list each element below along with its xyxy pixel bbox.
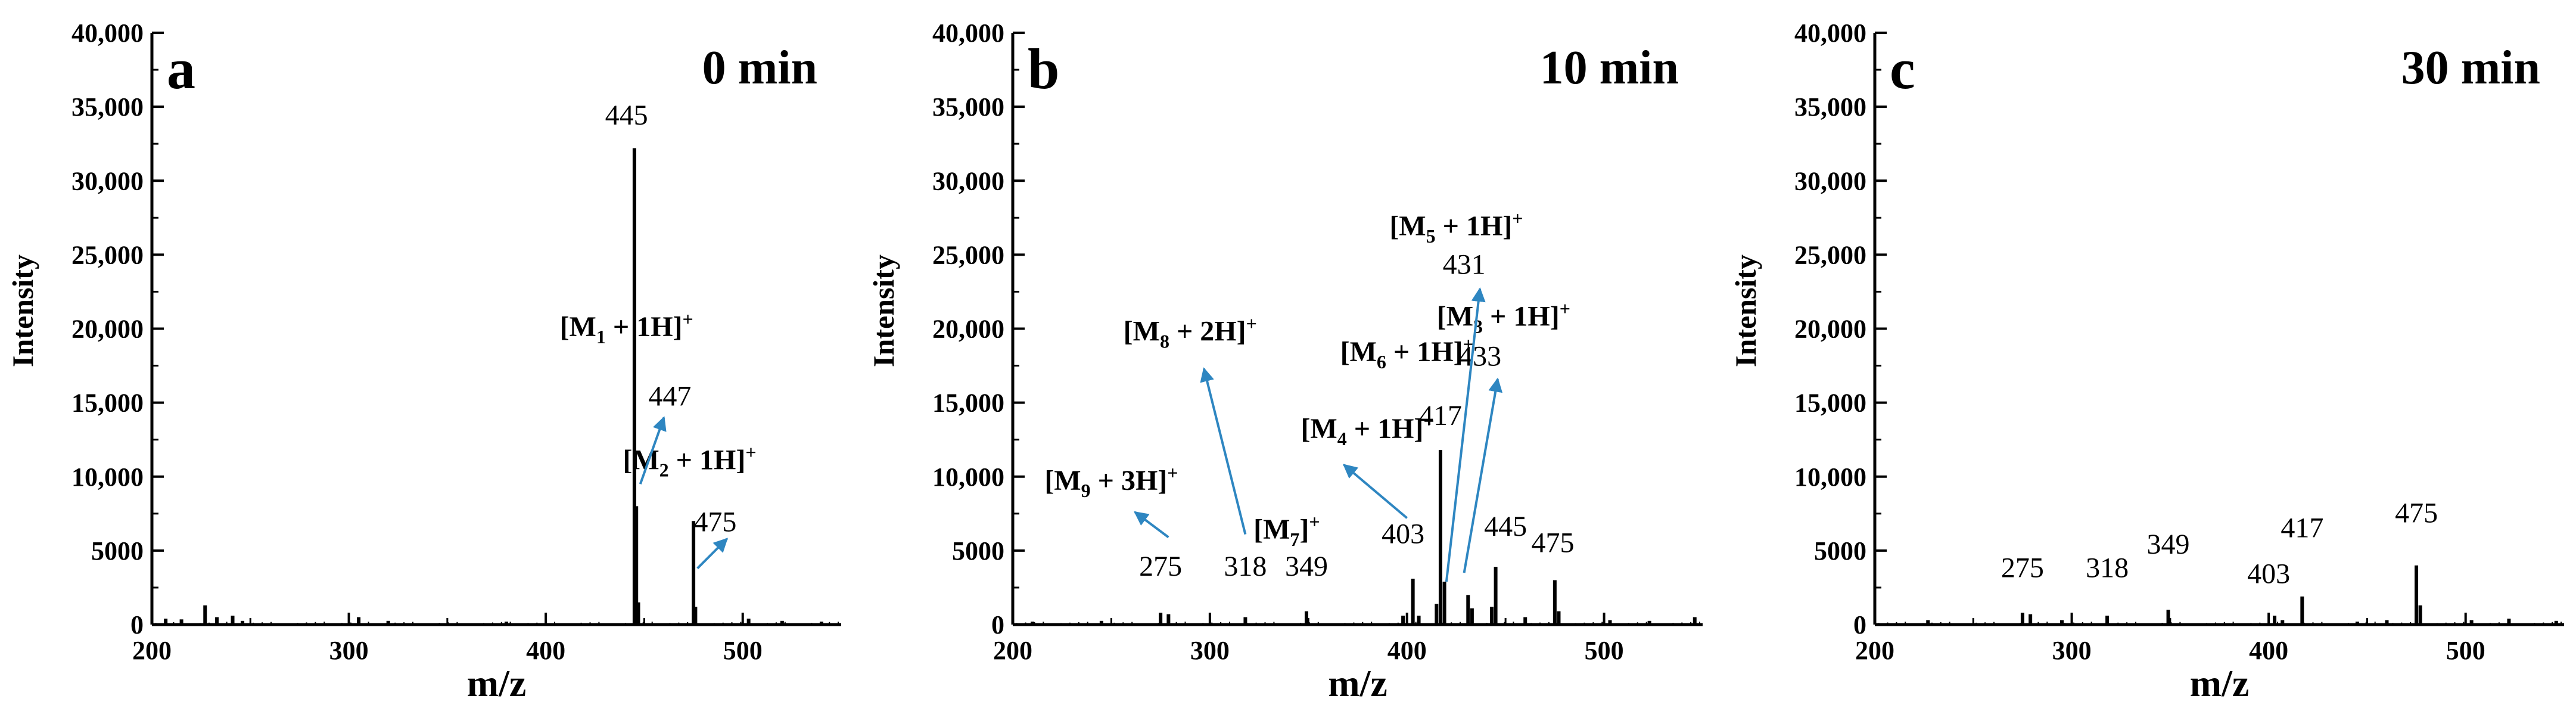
x-tick-label: 300 bbox=[329, 636, 369, 665]
ion-label-M9: [M9 + 3H]+ bbox=[1044, 462, 1178, 501]
y-tick-label: 25,000 bbox=[1794, 240, 1866, 269]
y-tick-label: 5000 bbox=[91, 536, 144, 566]
panel-b: 0 5000 10,000 15,000 20,000 25,000 30,000 35,00… bbox=[867, 18, 1703, 704]
annotation-arrow-0 bbox=[639, 416, 667, 485]
y-tick-label: 10,000 bbox=[932, 462, 1004, 492]
y-tick-label: 30,000 bbox=[1794, 166, 1866, 195]
ion-label-M4: [M4 + 1H]+ bbox=[1301, 410, 1434, 449]
ion-label-M1: [M1 + 1H]+ bbox=[560, 308, 693, 347]
y-tick-label: 35,000 bbox=[1794, 92, 1866, 122]
peak-label-318: 318 bbox=[1224, 551, 1267, 582]
y-tick-label: 5000 bbox=[1814, 536, 1866, 566]
y-tick-label: 10,000 bbox=[71, 462, 144, 492]
ion-label-M6: [M6 + 1H]+ bbox=[1340, 333, 1474, 372]
y-tick-label: 35,000 bbox=[932, 92, 1004, 122]
mz-label-447: 447 bbox=[648, 381, 691, 412]
x-axis-title: m/z bbox=[467, 662, 527, 704]
y-tick-label: 15,000 bbox=[932, 389, 1004, 418]
x-tick-label: 500 bbox=[723, 636, 763, 665]
y-tick-label: 5000 bbox=[952, 536, 1004, 566]
y-tick-label: 20,000 bbox=[1794, 315, 1866, 344]
y-tick-label: 30,000 bbox=[71, 166, 144, 195]
x-tick-label: 300 bbox=[1190, 636, 1230, 665]
ion-label-M2: [M2 + 1H]+ bbox=[623, 441, 756, 480]
y-tick-label: 25,000 bbox=[71, 240, 144, 269]
peak-label-349: 349 bbox=[1285, 551, 1328, 582]
y-tick-label: 40,000 bbox=[1794, 18, 1866, 48]
y-tick-label: 20,000 bbox=[71, 315, 144, 344]
panel-time-title: 30 min bbox=[2401, 42, 2540, 94]
mz-label-475: 475 bbox=[693, 507, 736, 538]
peak-label-445: 445 bbox=[605, 100, 648, 131]
annotation-arrow-4 bbox=[1463, 377, 1503, 573]
panel-letter: c bbox=[1890, 37, 1915, 101]
y-axis-title: Intensity bbox=[1729, 254, 1762, 367]
ion-label-M7: [M7]+ bbox=[1253, 511, 1320, 550]
x-tick-label: 200 bbox=[132, 636, 172, 665]
x-tick-label: 500 bbox=[1585, 636, 1624, 665]
y-tick-label: 0 bbox=[130, 610, 144, 639]
panel-letter: a bbox=[167, 37, 195, 101]
y-tick-label: 25,000 bbox=[932, 240, 1004, 269]
x-tick-label: 400 bbox=[526, 636, 565, 665]
y-tick-label: 30,000 bbox=[932, 166, 1004, 195]
panel-time-title: 0 min bbox=[702, 42, 817, 94]
panel-time-title: 10 min bbox=[1540, 42, 1679, 94]
peak-label-475: 475 bbox=[2395, 498, 2438, 529]
peak-label-417: 417 bbox=[1419, 400, 1462, 431]
peak-label-403: 403 bbox=[2247, 558, 2290, 589]
x-axis-title: m/z bbox=[2190, 662, 2250, 704]
annotation-arrow-1 bbox=[1200, 367, 1247, 535]
annotation-arrow-1 bbox=[696, 538, 728, 570]
y-tick-label: 15,000 bbox=[71, 389, 144, 418]
y-tick-label: 0 bbox=[1853, 610, 1866, 639]
panel-letter: b bbox=[1028, 37, 1059, 101]
panel-a: 0 5000 10,000 15,000 20,000 25,000 30,000 35,00… bbox=[6, 18, 841, 704]
peak-label-275: 275 bbox=[1139, 551, 1182, 582]
x-tick-label: 200 bbox=[993, 636, 1032, 665]
y-tick-label: 40,000 bbox=[71, 18, 144, 48]
peak-label-403: 403 bbox=[1382, 518, 1424, 549]
x-tick-label: 400 bbox=[1387, 636, 1427, 665]
y-tick-label: 20,000 bbox=[932, 315, 1004, 344]
y-axis-title: Intensity bbox=[867, 254, 900, 367]
peak-label-433: 433 bbox=[1458, 341, 1501, 372]
annotation-arrow-0 bbox=[1134, 511, 1169, 539]
peak-label-475: 475 bbox=[1532, 527, 1575, 558]
peak-label-318: 318 bbox=[2086, 552, 2129, 584]
peak-label-417: 417 bbox=[2281, 513, 2323, 544]
y-tick-label: 40,000 bbox=[932, 18, 1004, 48]
y-tick-label: 15,000 bbox=[1794, 389, 1866, 418]
peak-label-431: 431 bbox=[1443, 249, 1486, 281]
peak-label-445: 445 bbox=[1484, 511, 1527, 542]
y-axis-title: Intensity bbox=[6, 254, 39, 367]
x-axis-title: m/z bbox=[1328, 662, 1387, 704]
panel-c: 0 5000 10,000 15,000 20,000 25,000 30,000 35,00… bbox=[1729, 18, 2564, 704]
x-tick-label: 300 bbox=[2052, 636, 2092, 665]
ion-label-M3: [M3 + 1H]+ bbox=[1437, 298, 1570, 337]
y-tick-label: 35,000 bbox=[71, 92, 144, 122]
ion-label-M5: [M5 + 1H]+ bbox=[1389, 207, 1523, 247]
annotation-arrow-3 bbox=[1445, 287, 1486, 582]
peak-label-349: 349 bbox=[2147, 529, 2190, 560]
peak-label-275: 275 bbox=[2001, 552, 2044, 584]
ion-label-M8: [M8 + 2H]+ bbox=[1124, 312, 1257, 352]
x-tick-label: 200 bbox=[1855, 636, 1894, 665]
x-tick-label: 400 bbox=[2249, 636, 2288, 665]
x-tick-label: 500 bbox=[2446, 636, 2485, 665]
y-tick-label: 0 bbox=[991, 610, 1004, 639]
annotation-arrow-2 bbox=[1343, 464, 1408, 519]
y-tick-label: 10,000 bbox=[1794, 462, 1866, 492]
